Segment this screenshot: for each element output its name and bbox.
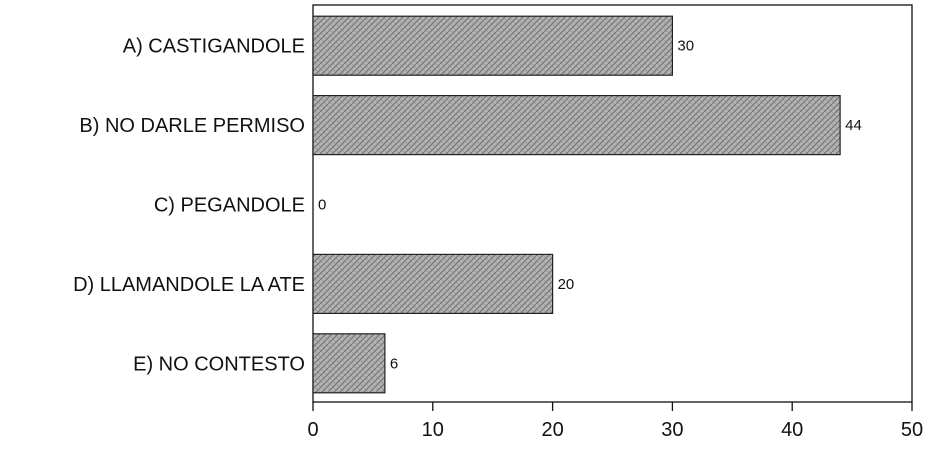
bar-1: [312, 15, 673, 76]
value-label-4: 20: [558, 276, 575, 293]
bar-5: [312, 333, 386, 394]
category-label-5: E) NO CONTESTO: [133, 353, 305, 375]
x-tick-label-20: 20: [541, 419, 563, 441]
value-label-2: 44: [845, 117, 862, 134]
x-tick-label-0: 0: [307, 419, 318, 441]
x-tick-label-40: 40: [781, 419, 803, 441]
category-label-4: D) LLAMANDOLE LA ATE: [73, 274, 305, 296]
bar-2: [312, 94, 841, 156]
x-axis-ticks: 0 10 20 30 40 50: [307, 402, 923, 441]
bar-4: [312, 253, 554, 314]
value-label-1: 30: [677, 38, 694, 55]
category-label-1: A) CASTIGANDOLE: [123, 36, 305, 58]
category-labels: A) CASTIGANDOLE B) NO DARLE PERMISO C) PEG…: [73, 36, 305, 376]
value-label-3: 0: [318, 197, 326, 214]
x-tick-label-50: 50: [901, 419, 923, 441]
value-label-5: 6: [390, 355, 398, 372]
x-tick-label-30: 30: [661, 419, 683, 441]
value-labels: 30 44 0 20 6: [318, 38, 862, 373]
plot-border: [312, 4, 913, 403]
bars-group: [312, 15, 841, 394]
x-tick-label-10: 10: [422, 419, 444, 441]
category-label-2: B) NO DARLE PERMISO: [79, 115, 305, 137]
category-label-3: C) PEGANDOLE: [154, 195, 305, 217]
plot-frame: [312, 4, 913, 403]
